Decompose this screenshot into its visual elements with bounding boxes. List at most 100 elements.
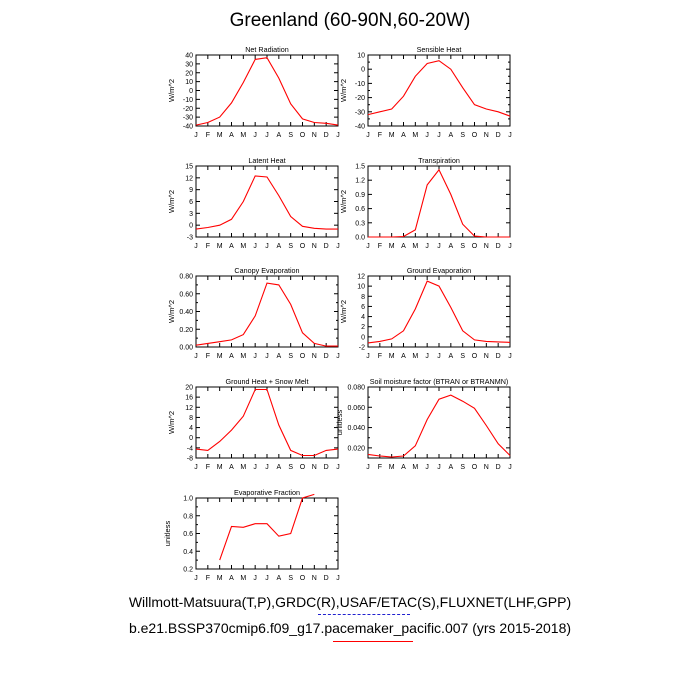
panel-3-xtick-label: A [276,243,281,250]
panel-1-xtick-label: F [206,132,210,139]
panel-7-ytick-label: 20 [185,385,193,392]
panel-6-xtick-label: O [472,353,478,360]
panel-2-ytick-label: 10 [357,53,365,60]
panel-6-ytick-label: 6 [361,304,365,311]
panel-6-ytick-label: -2 [359,345,365,352]
panel-7-ylabel: W/m^2 [167,411,176,434]
panel-7-ytick-label: 0 [189,435,193,442]
panel-9-xtick-label: S [288,575,293,582]
panel-5-xtick-label: A [229,353,234,360]
panel-2-xtick-label: S [460,132,465,139]
panel-8-xtick-label: J [425,464,429,471]
panel-1-ytick-label: -30 [183,115,193,122]
panel-5-series-line [195,282,338,347]
panel-5-ylabel: W/m^2 [167,300,176,323]
panel-8-ytick-label: 0.080 [347,385,365,392]
panel-8-xtick-label: O [472,464,478,471]
panel-6-xtick-label: J [437,353,441,360]
panel-4-xtick-label: J [366,243,370,250]
panel-4-xtick-label: J [508,243,512,250]
panel-6-xtick-label: M [389,353,395,360]
panel-9-xtick-label: M [240,575,246,582]
footer-blue-dashed-underline [318,614,410,615]
panel-2-xtick-label: M [389,132,395,139]
panel-7-xtick-label: J [194,464,198,471]
panel-2-ytick-label: 0 [361,67,365,74]
panel-1-ytick-label: 40 [185,53,193,60]
panel-7-xtick-label: A [229,464,234,471]
panel-6-ytick-label: 8 [361,294,365,301]
panel-3-ytick-label: 3 [189,211,193,218]
panel-8-ytick-label: 0.020 [347,445,365,452]
panel-2-ytick-label: -40 [355,124,365,131]
panel-5-xtick-label: O [300,353,306,360]
panel-4-xtick-label: S [460,243,465,250]
panel-4-xtick-label: M [389,243,395,250]
panel-5-xtick-label: M [240,353,246,360]
panel-8-xtick-label: J [437,464,441,471]
footer-case-name: b.e21.BSSP370cmip6.f09_g17.pacemaker_pac… [128,620,572,636]
panel-4-xtick-label: A [448,243,453,250]
panel-9-xtick-label: J [336,575,340,582]
panel-4-ytick-label: 0.9 [355,192,365,199]
panel-5-xtick-label: D [324,353,329,360]
panel-4-xtick-label: J [425,243,429,250]
panel-8-xtick-label: A [448,464,453,471]
panel-7-xtick-label: O [300,464,306,471]
panel-9-ytick-label: 0.8 [183,513,193,520]
panel-3-xtick-label: J [336,243,340,250]
panel-7-ytick-label: -8 [187,456,193,463]
panel-8-xtick-label: M [389,464,395,471]
panel-8-ytick-label: 0.040 [347,425,365,432]
panel-1-ytick-label: -40 [183,124,193,131]
panel-4-xtick-label: A [401,243,406,250]
panel-7-xtick-label: S [288,464,293,471]
panel-7-ytick-label: -4 [187,445,193,452]
panel-2-xtick-label: A [448,132,453,139]
panel-2-ylabel: W/m^2 [339,79,348,102]
panel-8-xtick-label: J [366,464,370,471]
panel-2-ytick-label: -30 [355,109,365,116]
panel-8-xtick-label: N [484,464,489,471]
panel-2-xtick-label: M [412,132,418,139]
panel-4-frame [367,165,511,238]
panel-6-ylabel: W/m^2 [339,300,348,323]
panel-1-ytick-label: 30 [185,61,193,68]
panel-6-xtick-label: J [366,353,370,360]
panel-4-xtick-label: N [484,243,489,250]
panel-6-ytick-label: 2 [361,324,365,331]
panel-7-xtick-label: A [276,464,281,471]
panel-6-xtick-label: M [412,353,418,360]
panel-3-ylabel: W/m^2 [167,190,176,213]
panel-4-title: Transpiration [418,156,460,165]
panel-8-title: Soil moisture factor (BTRAN or BTRANMN) [370,377,509,386]
panel-5-xtick-label: F [206,353,210,360]
panel-6-xtick-label: A [448,353,453,360]
panel-8-xtick-label: F [378,464,382,471]
panel-8-ylabel: unitless [335,410,344,436]
panel-8-series-line [367,394,511,458]
panel-1-xtick-label: J [265,132,269,139]
panel-1-series-line [195,57,339,126]
panel-9-ytick-label: 0.2 [183,567,193,574]
panel-9-xtick-label: J [253,575,257,582]
panel-6-xtick-label: F [378,353,382,360]
panel-2-ytick-label: -20 [355,95,365,102]
panel-8-xtick-label: M [412,464,418,471]
panel-7-xtick-label: J [253,464,257,471]
panel-1-ytick-label: 10 [185,79,193,86]
panel-6-xtick-label: N [484,353,489,360]
panel-3-xtick-label: M [240,243,246,250]
panel-9-xtick-label: A [229,575,234,582]
panel-7-title: Ground Heat + Snow Melt [226,377,309,386]
panel-7-xtick-label: F [206,464,210,471]
panel-2-xtick-label: A [401,132,406,139]
footer-red-underline [333,641,413,642]
panel-2-ytick-label: -10 [355,81,365,88]
panel-7-ytick-label: 8 [189,415,193,422]
panel-7-xtick-label: N [312,464,317,471]
panel-9-xtick-label: F [206,575,210,582]
panel-1-ylabel: W/m^2 [167,79,176,102]
panel-6-title: Ground Evaporation [407,266,471,275]
panel-8-frame [367,386,511,459]
